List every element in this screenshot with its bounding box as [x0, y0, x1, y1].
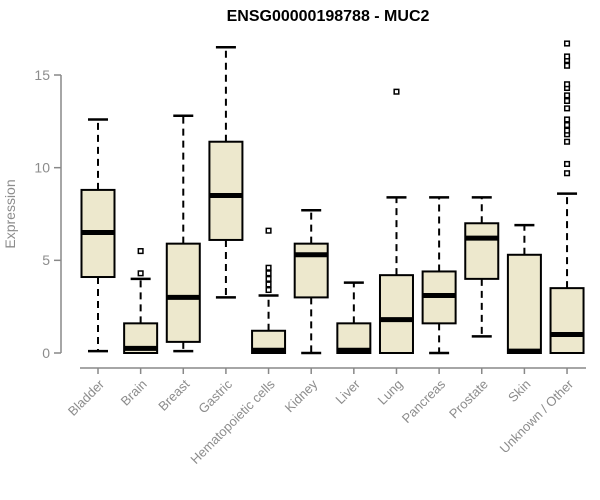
outlier-point [563, 116, 571, 123]
box-gastric [208, 140, 244, 241]
y-tick-label: 0 [42, 345, 50, 361]
outlier-point [563, 121, 571, 129]
x-category-label: Bladder [65, 376, 108, 419]
x-category-label: Prostate [446, 377, 491, 422]
x-category-label: Brain [118, 377, 150, 409]
outlier-point [563, 160, 571, 168]
outlier-point [265, 227, 272, 234]
outlier-point [563, 92, 571, 99]
outlier-point [265, 270, 272, 277]
x-category-label: Liver [332, 376, 363, 407]
outlier-point [393, 88, 400, 95]
x-category-label: Kidney [282, 376, 321, 415]
outlier-point [563, 81, 571, 88]
x-category-label: Breast [155, 376, 192, 413]
outlier-point [563, 62, 571, 69]
y-tick-label: 5 [42, 252, 50, 268]
plot-area: 0 5 10 15 Bladder Brain Breast GastricHematopoi… [34, 40, 586, 467]
box-lung [378, 274, 414, 355]
x-category-label: Skin [505, 377, 533, 405]
x-category-label: Gastric [195, 376, 235, 416]
outlier-point [563, 127, 571, 134]
outlier-point [563, 105, 571, 112]
outlier-point [265, 275, 272, 282]
x-category-label: Pancreas [399, 376, 449, 426]
box-prostate [464, 222, 500, 280]
outlier-point [563, 97, 571, 105]
box-breast [165, 242, 201, 343]
outlier-point [137, 248, 144, 255]
box-unknown-other [549, 287, 585, 354]
box-skin [506, 253, 542, 354]
y-tick-label: 15 [34, 67, 50, 83]
outlier-point [265, 286, 272, 294]
outlier-point [563, 138, 571, 145]
y-tick-label: 10 [34, 160, 50, 176]
x-category-label: Unknown / Other [497, 376, 577, 456]
x-category-label: Lung [375, 377, 406, 408]
box-kidney [293, 242, 329, 299]
outlier-point [137, 270, 144, 277]
outlier-point [265, 281, 272, 288]
outlier-point [563, 53, 571, 60]
chart-title: ENSG00000198788 - MUC2 [227, 8, 430, 25]
box-hematopoietic-cells [251, 329, 287, 355]
x-category-label: Hematopoietic cells [187, 376, 278, 467]
outlier-point [563, 170, 571, 177]
outlier-point [265, 264, 272, 271]
outlier-point [563, 40, 571, 47]
y-axis-label: Expression [2, 179, 18, 248]
